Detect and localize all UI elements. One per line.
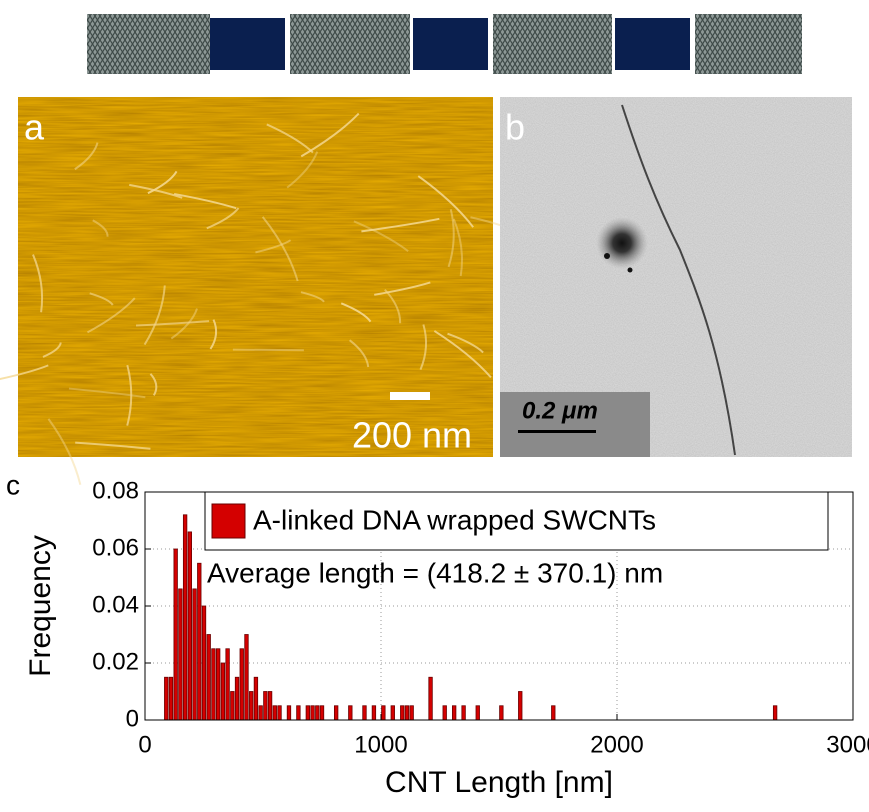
dna-linker (615, 18, 690, 70)
panel-label: c (6, 469, 20, 500)
histogram: 0 0.02 0.04 0.06 0.08 0 1000 2000 3000 A-linked D… (24, 477, 869, 799)
y-tick-label: 0 (126, 705, 139, 732)
bar (254, 677, 258, 720)
bar (235, 677, 239, 720)
x-tick-label: 1000 (354, 731, 407, 758)
y-tick-label: 0.02 (92, 648, 139, 675)
bar (476, 706, 480, 720)
x-tick-label: 2000 (590, 731, 643, 758)
bar (179, 589, 183, 720)
bar (429, 677, 433, 720)
bar (773, 706, 777, 720)
afm-texture (18, 97, 493, 457)
bar (245, 635, 249, 721)
bar (349, 706, 353, 720)
bar (316, 706, 320, 720)
bar (311, 706, 315, 720)
y-tick-label: 0.08 (92, 477, 139, 504)
bar (231, 692, 235, 721)
particle (596, 217, 648, 269)
bar (188, 532, 192, 720)
bar (500, 706, 504, 720)
bar (164, 677, 168, 720)
bar (207, 635, 211, 721)
y-tick-label: 0.06 (92, 534, 139, 561)
y-axis-label: Frequency (24, 535, 57, 677)
bar (169, 677, 173, 720)
bar (452, 706, 456, 720)
bar (273, 706, 277, 720)
scale-bar-label: 200 nm (352, 415, 472, 456)
panel-label: a (24, 107, 45, 148)
bar (193, 589, 197, 720)
bar (183, 515, 187, 720)
nanotube (695, 14, 802, 74)
bar (259, 706, 263, 720)
legend: A-linked DNA wrapped SWCNTs (205, 492, 828, 550)
bar (287, 706, 291, 720)
bar (382, 706, 386, 720)
scale-bar-label: 0.2 μm (522, 397, 598, 424)
bar (334, 706, 338, 720)
bar (249, 692, 253, 721)
scale-bar (390, 392, 430, 400)
bar (400, 706, 404, 720)
bar (372, 706, 376, 720)
dna-linker (210, 18, 285, 70)
bar (363, 706, 367, 720)
bar (278, 706, 282, 720)
bar (264, 692, 268, 721)
bar (297, 706, 301, 720)
bar (212, 649, 216, 720)
particle (604, 253, 610, 259)
x-tick-label: 3000 (826, 731, 869, 758)
bar (268, 692, 272, 721)
bar (391, 706, 395, 720)
dna-linker (413, 18, 488, 70)
bar (443, 706, 447, 720)
particle (628, 268, 633, 273)
scale-bar (518, 430, 596, 433)
bar (174, 549, 178, 720)
fibre (233, 350, 304, 351)
bar (216, 649, 220, 720)
x-axis-label: CNT Length [nm] (385, 766, 613, 799)
bar (320, 706, 324, 720)
bar (410, 706, 414, 720)
bar (306, 706, 310, 720)
legend-label: A-linked DNA wrapped SWCNTs (253, 504, 656, 535)
bar (405, 706, 409, 720)
nanotube (87, 14, 210, 74)
nanotube (493, 14, 612, 74)
schematic (87, 14, 802, 74)
figure: a 200 nm b 0.2 μm c 0 0.02 0.04 0.06 0.08 0 10… (0, 0, 869, 812)
x-tick-label: 0 (138, 731, 151, 758)
bar (462, 706, 466, 720)
bar (202, 606, 206, 720)
panel-label: b (505, 107, 525, 148)
bar (240, 649, 244, 720)
bar (226, 649, 230, 720)
legend-swatch (212, 504, 245, 538)
y-tick-label: 0.04 (92, 591, 139, 618)
tem-panel: b 0.2 μm (500, 97, 852, 457)
bar (221, 663, 225, 720)
bar (518, 692, 522, 721)
bar (198, 563, 202, 720)
afm-panel: a 200 nm (0, 97, 514, 485)
bar (552, 706, 556, 720)
annotation: Average length = (418.2 ± 370.1) nm (207, 557, 663, 588)
nanotube (290, 14, 410, 74)
